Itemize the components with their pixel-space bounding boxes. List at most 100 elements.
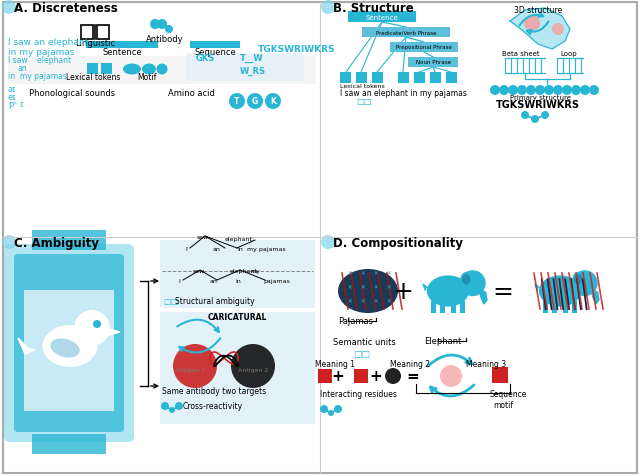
Text: iː: iː — [19, 100, 24, 109]
Text: Meaning 2: Meaning 2 — [390, 359, 430, 368]
Circle shape — [74, 310, 110, 346]
Text: ✕: ✕ — [361, 299, 365, 304]
Circle shape — [320, 405, 328, 413]
Text: I: I — [178, 278, 180, 283]
Circle shape — [247, 94, 263, 110]
Bar — [430, 73, 441, 84]
Ellipse shape — [539, 276, 581, 307]
Text: ✕: ✕ — [374, 299, 378, 304]
Text: Sequence: Sequence — [490, 389, 527, 398]
Text: B. Structure: B. Structure — [333, 2, 413, 15]
Circle shape — [161, 402, 169, 410]
Text: W_RS: W_RS — [240, 67, 266, 76]
Text: Interacting residues: Interacting residues — [320, 389, 397, 398]
Bar — [372, 73, 383, 84]
Text: Meaning 1: Meaning 1 — [315, 359, 355, 368]
Circle shape — [169, 407, 175, 413]
Bar — [190, 42, 240, 49]
Text: saw: saw — [193, 268, 205, 273]
Text: +: + — [370, 369, 382, 384]
Text: Antigen 2: Antigen 2 — [238, 367, 268, 372]
Bar — [348, 12, 416, 23]
Bar — [431, 302, 436, 313]
Circle shape — [165, 26, 173, 34]
Text: Beta sheet: Beta sheet — [502, 51, 540, 57]
Bar — [81, 26, 93, 40]
Circle shape — [541, 112, 549, 120]
Text: Meaning 3: Meaning 3 — [466, 359, 506, 368]
Text: A. Discreteness: A. Discreteness — [14, 2, 118, 15]
Text: Predicate/Verb Phrase: Predicate/Verb Phrase — [376, 30, 436, 35]
FancyArrowPatch shape — [179, 338, 220, 353]
Ellipse shape — [123, 64, 141, 75]
FancyArrowPatch shape — [527, 22, 548, 35]
Bar — [24, 290, 114, 411]
Text: ✕: ✕ — [361, 285, 365, 290]
Ellipse shape — [572, 273, 584, 287]
Text: G: G — [252, 97, 258, 106]
Text: Antibody: Antibody — [146, 35, 184, 44]
Bar — [32, 230, 106, 250]
Bar — [460, 302, 465, 313]
Circle shape — [572, 271, 598, 297]
Circle shape — [526, 86, 536, 96]
Circle shape — [231, 344, 275, 388]
Polygon shape — [481, 290, 487, 304]
Text: 3D structure: 3D structure — [514, 6, 562, 15]
Text: my: my — [250, 268, 260, 273]
Bar — [492, 367, 508, 383]
Bar — [340, 73, 351, 84]
Text: ✕: ✕ — [348, 271, 352, 276]
Text: Noun Phrase: Noun Phrase — [415, 60, 451, 65]
Bar — [356, 73, 367, 84]
Text: ✕: ✕ — [348, 285, 352, 290]
Text: Pajamas: Pajamas — [339, 317, 374, 325]
Circle shape — [517, 86, 527, 96]
Text: ✕: ✕ — [374, 285, 378, 290]
Ellipse shape — [338, 269, 398, 313]
Text: Phonological sounds: Phonological sounds — [29, 89, 115, 98]
Bar — [440, 302, 445, 313]
Ellipse shape — [462, 275, 470, 285]
Text: elephant: elephant — [230, 268, 258, 273]
Text: Sentence: Sentence — [365, 15, 398, 21]
Polygon shape — [510, 9, 570, 50]
Circle shape — [93, 320, 101, 328]
Text: aɪ: aɪ — [8, 85, 17, 94]
Bar — [186, 54, 304, 82]
Bar — [160, 312, 315, 424]
Bar — [318, 369, 332, 383]
FancyArrowPatch shape — [151, 384, 157, 388]
Bar — [543, 302, 548, 313]
Polygon shape — [106, 328, 120, 336]
Circle shape — [531, 116, 539, 124]
Circle shape — [2, 236, 16, 249]
Text: □□: □□ — [163, 297, 179, 306]
Circle shape — [321, 1, 335, 15]
Bar — [414, 73, 425, 84]
Text: ✕: ✕ — [387, 299, 391, 304]
Text: ✕: ✕ — [348, 299, 352, 304]
Text: I saw an elephant: I saw an elephant — [8, 38, 88, 47]
Text: in  my pajamas: in my pajamas — [8, 72, 67, 81]
FancyArrowPatch shape — [151, 279, 157, 283]
Circle shape — [175, 402, 183, 410]
Text: C. Ambiguity: C. Ambiguity — [14, 237, 99, 249]
Text: Lexical tokens: Lexical tokens — [340, 84, 385, 89]
Circle shape — [535, 86, 545, 96]
Text: pʰ: pʰ — [8, 100, 17, 109]
Bar — [572, 302, 577, 313]
Text: K: K — [270, 97, 276, 106]
Circle shape — [499, 86, 509, 96]
Circle shape — [544, 86, 554, 96]
Bar — [101, 64, 112, 75]
Text: Elephant: Elephant — [424, 336, 461, 345]
Bar — [563, 302, 568, 313]
Text: =: = — [406, 369, 419, 384]
Text: in my pajamas: in my pajamas — [8, 48, 74, 57]
Text: I saw    elephant: I saw elephant — [8, 56, 71, 65]
Circle shape — [460, 271, 486, 297]
FancyBboxPatch shape — [4, 245, 134, 442]
Circle shape — [553, 86, 563, 96]
Circle shape — [580, 86, 590, 96]
